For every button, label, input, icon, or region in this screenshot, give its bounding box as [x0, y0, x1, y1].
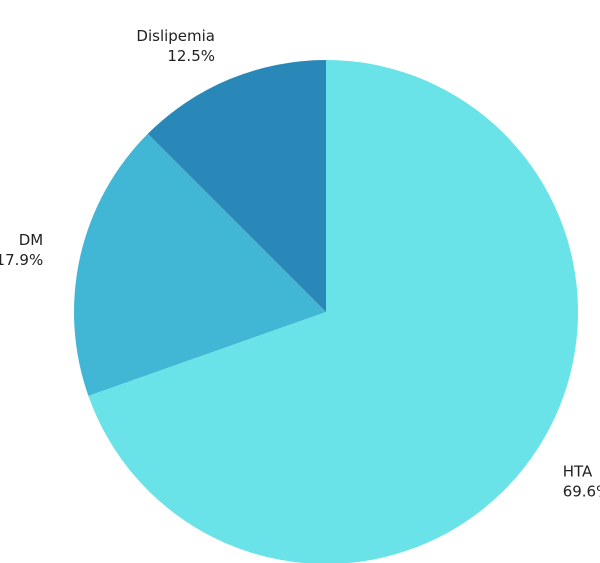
- pie-slice-dislipemia: [147, 60, 326, 312]
- slice-label-dislipemia: Dislipemia: [136, 27, 215, 45]
- pie-slice-dm: [74, 133, 326, 396]
- pie-slices: [74, 60, 578, 563]
- pie-labels: HTA 69.6% DM 17.9% Dislipemia 12.5%: [0, 27, 600, 500]
- slice-value-hta: 69.6%: [563, 483, 600, 501]
- slice-value-dm: 17.9%: [0, 251, 43, 269]
- pie-slice-hta: [88, 60, 578, 563]
- slice-value-dislipemia: 12.5%: [167, 47, 215, 65]
- slice-label-hta: HTA: [563, 463, 593, 481]
- slice-label-dm: DM: [19, 231, 44, 249]
